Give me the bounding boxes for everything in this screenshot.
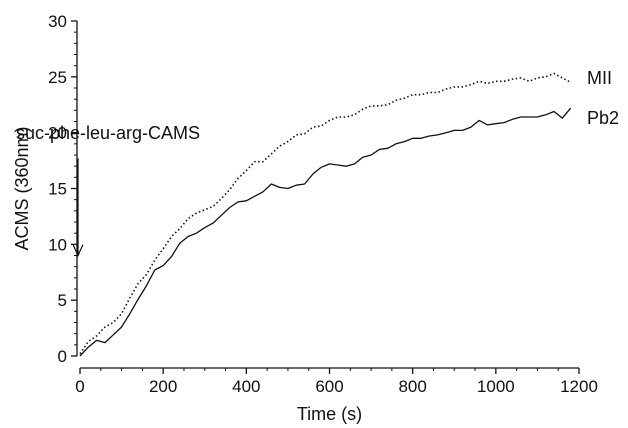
y-tick-label: 5 (58, 291, 67, 310)
y-axis-title: ACMS (360nm) (12, 126, 32, 250)
y-tick-label: 10 (48, 235, 67, 254)
annotation-label: suc-phe-leu-arg-CAMS (16, 123, 200, 143)
x-tick-label: 1000 (477, 377, 515, 396)
x-tick-label: 800 (398, 377, 426, 396)
annotation-arrowhead (72, 244, 84, 257)
series-label-mii: MII (587, 68, 612, 88)
x-tick-label: 0 (75, 377, 84, 396)
series-layer (79, 72, 572, 357)
x-tick-label: 600 (315, 377, 343, 396)
y-tick-label: 0 (58, 347, 67, 366)
labels-layer: Time (s) ACMS (360nm) suc-phe-leu-arg-CA… (12, 68, 619, 424)
series-line-pb2 (79, 107, 572, 357)
x-tick-label: 1200 (560, 377, 598, 396)
series-label-pb2: Pb2 (587, 108, 619, 128)
ticks: 0 5 10 15 20 25 30 0 200 400 600 800 1000 1200 (48, 12, 598, 396)
x-tick-label: 400 (232, 377, 260, 396)
x-tick-label: 200 (149, 377, 177, 396)
y-tick-label: 30 (48, 12, 67, 31)
axes (76, 21, 579, 369)
series-line-mii (79, 72, 572, 355)
y-tick-label: 15 (48, 180, 67, 199)
x-axis-title: Time (s) (297, 404, 362, 424)
y-tick-label: 20 (48, 124, 67, 143)
y-tick-label: 25 (48, 68, 67, 87)
